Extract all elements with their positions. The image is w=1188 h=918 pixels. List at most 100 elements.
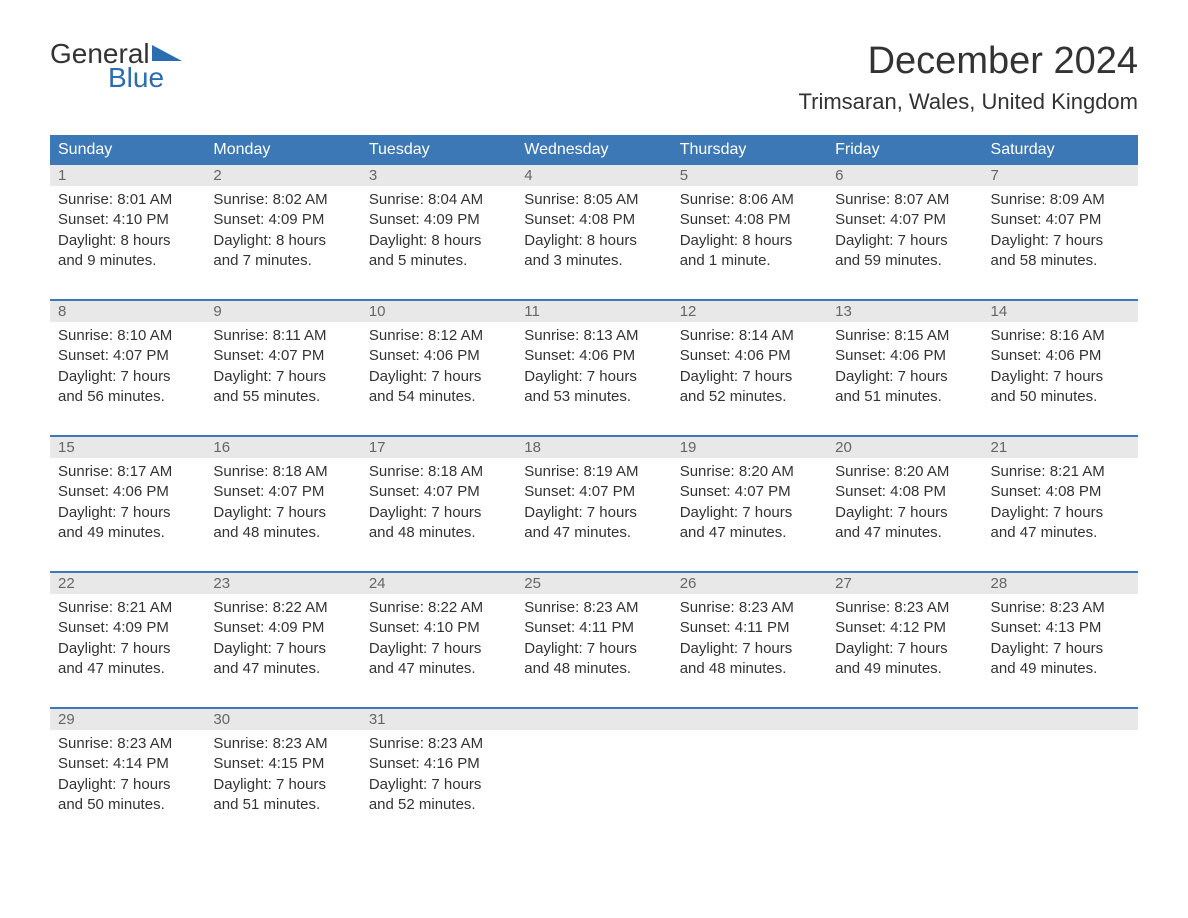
month-title: December 2024 <box>799 40 1139 83</box>
sunset-text: Sunset: 4:10 PM <box>369 618 508 638</box>
day-info-cell: Sunrise: 8:05 AMSunset: 4:08 PMDaylight:… <box>516 186 671 300</box>
d2-text: and 47 minutes. <box>835 523 974 543</box>
daynum-row: 1234567 <box>50 165 1138 186</box>
sunrise-text: Sunrise: 8:13 AM <box>524 326 663 346</box>
day-info-cell: Sunrise: 8:19 AMSunset: 4:07 PMDaylight:… <box>516 458 671 572</box>
day-info-cell: Sunrise: 8:23 AMSunset: 4:12 PMDaylight:… <box>827 594 982 708</box>
day-number-cell: 14 <box>983 300 1138 322</box>
sunrise-text: Sunrise: 8:09 AM <box>991 190 1130 210</box>
sunrise-text: Sunrise: 8:23 AM <box>524 598 663 618</box>
day-header: Thursday <box>672 135 827 165</box>
sunset-text: Sunset: 4:08 PM <box>991 482 1130 502</box>
day-number-cell: 19 <box>672 436 827 458</box>
sunrise-text: Sunrise: 8:23 AM <box>680 598 819 618</box>
daynum-row: 293031 <box>50 708 1138 730</box>
day-header: Friday <box>827 135 982 165</box>
day-info-cell: Sunrise: 8:23 AMSunset: 4:16 PMDaylight:… <box>361 730 516 843</box>
d2-text: and 9 minutes. <box>58 251 197 271</box>
logo-blue-text: Blue <box>50 64 182 92</box>
day-number-cell: 17 <box>361 436 516 458</box>
sunset-text: Sunset: 4:06 PM <box>835 346 974 366</box>
d2-text: and 47 minutes. <box>524 523 663 543</box>
sunrise-text: Sunrise: 8:23 AM <box>213 734 352 754</box>
sunset-text: Sunset: 4:07 PM <box>213 482 352 502</box>
day-info-cell: Sunrise: 8:22 AMSunset: 4:09 PMDaylight:… <box>205 594 360 708</box>
sunset-text: Sunset: 4:07 PM <box>524 482 663 502</box>
day-info-cell <box>672 730 827 843</box>
location-text: Trimsaran, Wales, United Kingdom <box>799 89 1139 115</box>
day-number-cell: 10 <box>361 300 516 322</box>
d2-text: and 49 minutes. <box>991 659 1130 679</box>
day-number-cell: 3 <box>361 165 516 186</box>
sunset-text: Sunset: 4:07 PM <box>991 210 1130 230</box>
d2-text: and 51 minutes. <box>213 795 352 815</box>
sunset-text: Sunset: 4:06 PM <box>58 482 197 502</box>
sunrise-text: Sunrise: 8:18 AM <box>369 462 508 482</box>
day-info-cell: Sunrise: 8:23 AMSunset: 4:11 PMDaylight:… <box>516 594 671 708</box>
d2-text: and 49 minutes. <box>58 523 197 543</box>
sunrise-text: Sunrise: 8:23 AM <box>991 598 1130 618</box>
logo-triangle-icon <box>152 43 182 63</box>
day-number-cell: 13 <box>827 300 982 322</box>
day-info-cell: Sunrise: 8:20 AMSunset: 4:07 PMDaylight:… <box>672 458 827 572</box>
calendar-body: 1234567Sunrise: 8:01 AMSunset: 4:10 PMDa… <box>50 165 1138 843</box>
day-number-cell: 20 <box>827 436 982 458</box>
day-info-cell <box>983 730 1138 843</box>
sunset-text: Sunset: 4:10 PM <box>58 210 197 230</box>
d1-text: Daylight: 8 hours <box>680 231 819 251</box>
d2-text: and 47 minutes. <box>58 659 197 679</box>
sunrise-text: Sunrise: 8:05 AM <box>524 190 663 210</box>
d1-text: Daylight: 7 hours <box>524 639 663 659</box>
day-number-cell <box>827 708 982 730</box>
day-number-cell: 5 <box>672 165 827 186</box>
sunset-text: Sunset: 4:09 PM <box>369 210 508 230</box>
sunrise-text: Sunrise: 8:04 AM <box>369 190 508 210</box>
d1-text: Daylight: 7 hours <box>213 775 352 795</box>
day-number-cell: 28 <box>983 572 1138 594</box>
d1-text: Daylight: 7 hours <box>524 503 663 523</box>
d2-text: and 50 minutes. <box>991 387 1130 407</box>
day-header: Tuesday <box>361 135 516 165</box>
day-number-cell: 4 <box>516 165 671 186</box>
sunrise-text: Sunrise: 8:20 AM <box>680 462 819 482</box>
d1-text: Daylight: 7 hours <box>58 367 197 387</box>
d1-text: Daylight: 7 hours <box>58 503 197 523</box>
day-info-cell: Sunrise: 8:07 AMSunset: 4:07 PMDaylight:… <box>827 186 982 300</box>
d1-text: Daylight: 7 hours <box>369 639 508 659</box>
day-number-cell: 11 <box>516 300 671 322</box>
calendar-table: Sunday Monday Tuesday Wednesday Thursday… <box>50 135 1138 843</box>
sunset-text: Sunset: 4:08 PM <box>524 210 663 230</box>
day-info-cell: Sunrise: 8:18 AMSunset: 4:07 PMDaylight:… <box>205 458 360 572</box>
d2-text: and 52 minutes. <box>369 795 508 815</box>
sunset-text: Sunset: 4:11 PM <box>524 618 663 638</box>
day-info-cell: Sunrise: 8:23 AMSunset: 4:11 PMDaylight:… <box>672 594 827 708</box>
sunrise-text: Sunrise: 8:07 AM <box>835 190 974 210</box>
sunset-text: Sunset: 4:09 PM <box>58 618 197 638</box>
day-info-cell: Sunrise: 8:14 AMSunset: 4:06 PMDaylight:… <box>672 322 827 436</box>
day-info-row: Sunrise: 8:01 AMSunset: 4:10 PMDaylight:… <box>50 186 1138 300</box>
day-info-cell: Sunrise: 8:13 AMSunset: 4:06 PMDaylight:… <box>516 322 671 436</box>
sunrise-text: Sunrise: 8:15 AM <box>835 326 974 346</box>
day-info-cell: Sunrise: 8:06 AMSunset: 4:08 PMDaylight:… <box>672 186 827 300</box>
day-number-cell: 25 <box>516 572 671 594</box>
d1-text: Daylight: 7 hours <box>680 639 819 659</box>
day-number-cell: 21 <box>983 436 1138 458</box>
d1-text: Daylight: 7 hours <box>524 367 663 387</box>
d2-text: and 47 minutes. <box>369 659 508 679</box>
sunset-text: Sunset: 4:06 PM <box>524 346 663 366</box>
sunrise-text: Sunrise: 8:22 AM <box>369 598 508 618</box>
sunrise-text: Sunrise: 8:21 AM <box>991 462 1130 482</box>
day-info-cell: Sunrise: 8:12 AMSunset: 4:06 PMDaylight:… <box>361 322 516 436</box>
day-info-cell: Sunrise: 8:23 AMSunset: 4:13 PMDaylight:… <box>983 594 1138 708</box>
d1-text: Daylight: 7 hours <box>213 639 352 659</box>
day-info-cell: Sunrise: 8:16 AMSunset: 4:06 PMDaylight:… <box>983 322 1138 436</box>
d1-text: Daylight: 7 hours <box>835 231 974 251</box>
day-number-cell: 6 <box>827 165 982 186</box>
day-number-cell: 27 <box>827 572 982 594</box>
day-info-row: Sunrise: 8:21 AMSunset: 4:09 PMDaylight:… <box>50 594 1138 708</box>
sunset-text: Sunset: 4:09 PM <box>213 618 352 638</box>
sunset-text: Sunset: 4:06 PM <box>991 346 1130 366</box>
day-number-cell: 24 <box>361 572 516 594</box>
day-info-cell: Sunrise: 8:02 AMSunset: 4:09 PMDaylight:… <box>205 186 360 300</box>
sunset-text: Sunset: 4:07 PM <box>835 210 974 230</box>
